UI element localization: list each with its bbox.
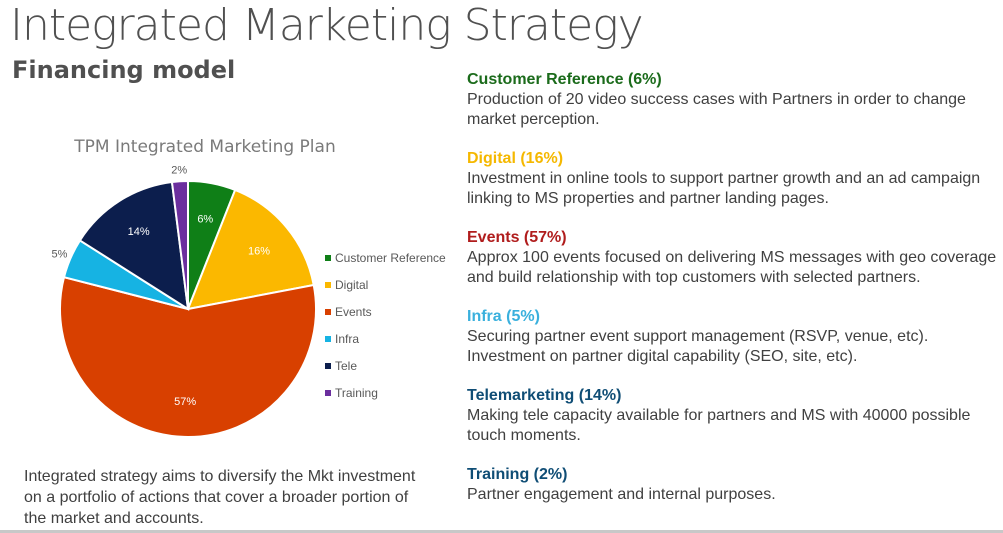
legend-label: Infra [335,332,359,346]
slide-title: Integrated Marketing Strategy [10,0,644,51]
section-customer: Customer Reference (6%) Production of 20 … [467,70,997,130]
slice-label: 14% [128,226,150,238]
section-title: Telemarketing (14%) [467,387,622,404]
section-events: Events (57%) Approx 100 events focused on… [467,228,997,288]
section-body: Making tele capacity available for partn… [467,407,971,444]
section-body: Investment in online tools to support pa… [467,170,981,207]
section-body: Partner engagement and internal purposes… [467,486,776,503]
section-title: Customer Reference (6%) [467,71,662,88]
section-title: Digital (16%) [467,150,564,167]
chart-title: TPM Integrated Marketing Plan [73,137,335,157]
pie-chart: TPM Integrated Marketing Plan 6% 16% 57% 5%… [52,137,446,438]
legend-swatch [325,336,331,342]
section-title: Training (2%) [467,466,568,483]
legend-label: Events [335,305,372,319]
bottom-divider [0,530,1003,533]
legend-label: Training [335,386,378,400]
pie-slice-training [170,179,189,310]
section-infra: Infra (5%) Securing partner event support… [467,307,997,367]
budget-sections: Customer Reference (6%) Production of 20 … [467,70,997,524]
legend-swatch [325,282,331,288]
pie-slice-events [59,275,317,438]
slice-label: 5% [52,248,68,260]
section-title: Events (57%) [467,229,567,246]
section-title: Infra (5%) [467,308,540,325]
section-digital: Digital (16%) Investment in online tools … [467,149,997,209]
legend-label: Tele [335,359,357,373]
legend-label: Customer Reference [335,251,446,265]
section-body: Production of 20 video success cases wit… [467,91,966,128]
legend-swatch [325,255,331,261]
slice-label: 6% [197,213,213,225]
pie-slice-tele [78,180,190,311]
slide-subtitle: Financing model [12,56,236,84]
section-telemarketing: Telemarketing (14%) Making tele capacity … [467,386,997,446]
slice-label: 2% [171,164,187,176]
slice-label: 57% [174,396,196,408]
legend-swatch [325,363,331,369]
intro-text: Integrated strategy aims to diversify th… [24,468,416,527]
legend-label: Digital [335,278,368,292]
section-body: Approx 100 events focused on delivering … [467,249,997,286]
legend-swatch [325,309,331,315]
pie-slice-digital [186,188,315,311]
section-body: Securing partner event support managemen… [467,328,929,365]
section-training: Training (2%) Partner engagement and inte… [467,465,997,505]
slice-label: 16% [248,245,270,257]
legend-swatch [325,390,331,396]
